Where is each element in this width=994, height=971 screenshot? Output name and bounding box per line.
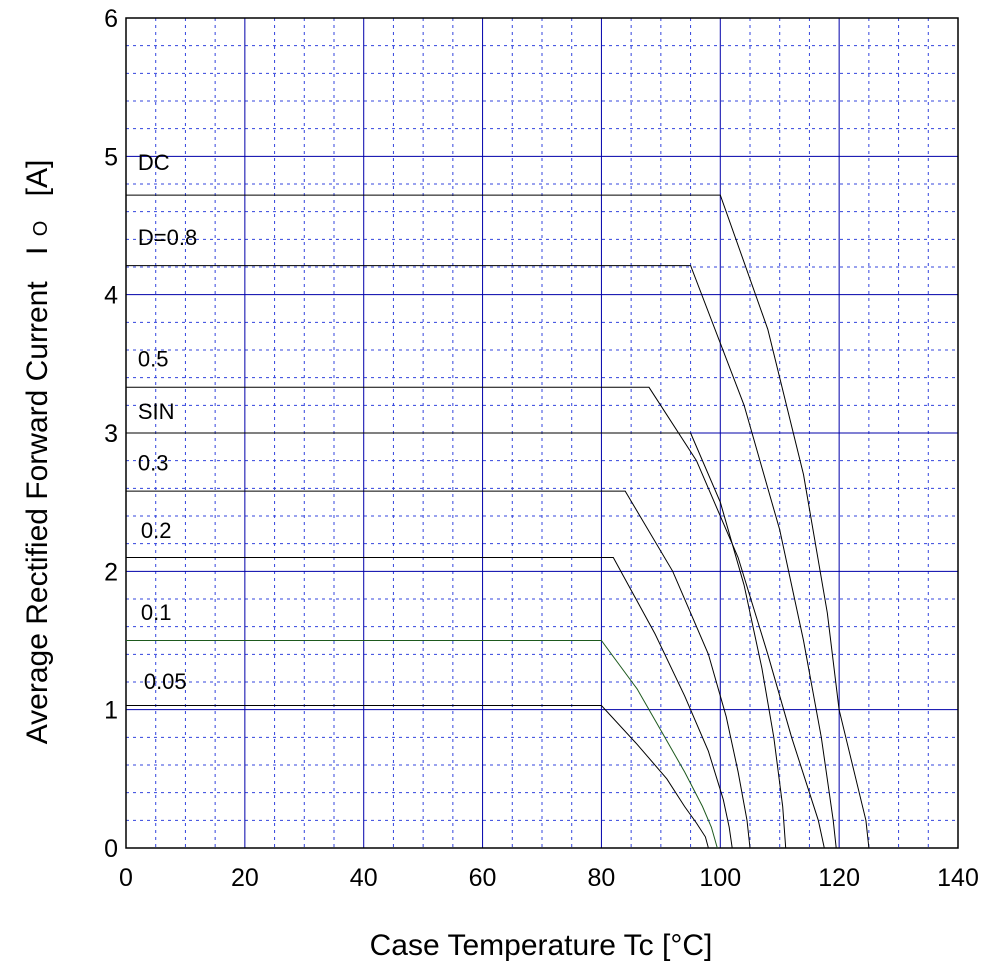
series-group	[126, 194, 870, 849]
x-tick-label: 0	[119, 864, 133, 892]
svg-text:Average Rectified Forward Curr: Average Rectified Forward Current I O [A…	[21, 160, 54, 745]
x-tick-label: 20	[231, 864, 259, 892]
series-label-d-0-8: D=0.8	[138, 225, 197, 250]
x-axis-label: Case Temperature Tc [°C]	[370, 929, 713, 962]
series-line-d-0-8	[126, 265, 837, 849]
x-axis-ticks: 0 20 40 60 80 100 120 140	[119, 864, 979, 892]
series-line-0-3	[126, 490, 751, 849]
y-tick-label: 5	[104, 143, 118, 171]
y-tick-label: 1	[104, 697, 118, 725]
y-tick-label: 6	[104, 5, 118, 33]
x-tick-label: 40	[350, 864, 378, 892]
x-tick-label: 100	[699, 864, 741, 892]
series-label-0-3: 0.3	[138, 450, 169, 475]
series-line-0-2	[126, 557, 733, 849]
y-axis-ticks: 0 1 2 3 4 5 6	[104, 5, 118, 863]
series-label-0-5: 0.5	[138, 347, 169, 372]
x-tick-label: 120	[818, 864, 860, 892]
x-tick-label: 60	[469, 864, 497, 892]
x-tick-label: 140	[937, 864, 979, 892]
series-line-0-1	[126, 640, 718, 849]
y-tick-label: 3	[104, 420, 118, 448]
series-labels: DC D=0.8 0.5 SIN 0.3 0.2 0.1 0.05	[138, 150, 197, 694]
y-axis-label-unit: [A]	[21, 160, 54, 197]
series-line-0-5	[126, 386, 825, 849]
series-label-sin: SIN	[138, 399, 175, 424]
series-label-dc: DC	[138, 150, 170, 175]
series-label-0-05: 0.05	[144, 669, 187, 694]
y-tick-label: 0	[104, 835, 118, 863]
series-line-dc	[126, 194, 870, 849]
x-tick-label: 80	[588, 864, 616, 892]
series-label-0-2: 0.2	[141, 518, 172, 543]
y-tick-label: 4	[104, 282, 118, 310]
series-line-0-05	[126, 705, 709, 849]
series-label-0-1: 0.1	[141, 600, 172, 625]
y-axis-label: Average Rectified Forward Current I O [A…	[21, 160, 54, 745]
y-tick-label: 2	[104, 558, 118, 586]
series-line-sin	[126, 432, 787, 849]
y-axis-label-symbol: I	[21, 247, 54, 255]
y-axis-label-main: Average Rectified Forward Current	[21, 281, 54, 745]
y-axis-label-subscript: O	[30, 221, 52, 237]
